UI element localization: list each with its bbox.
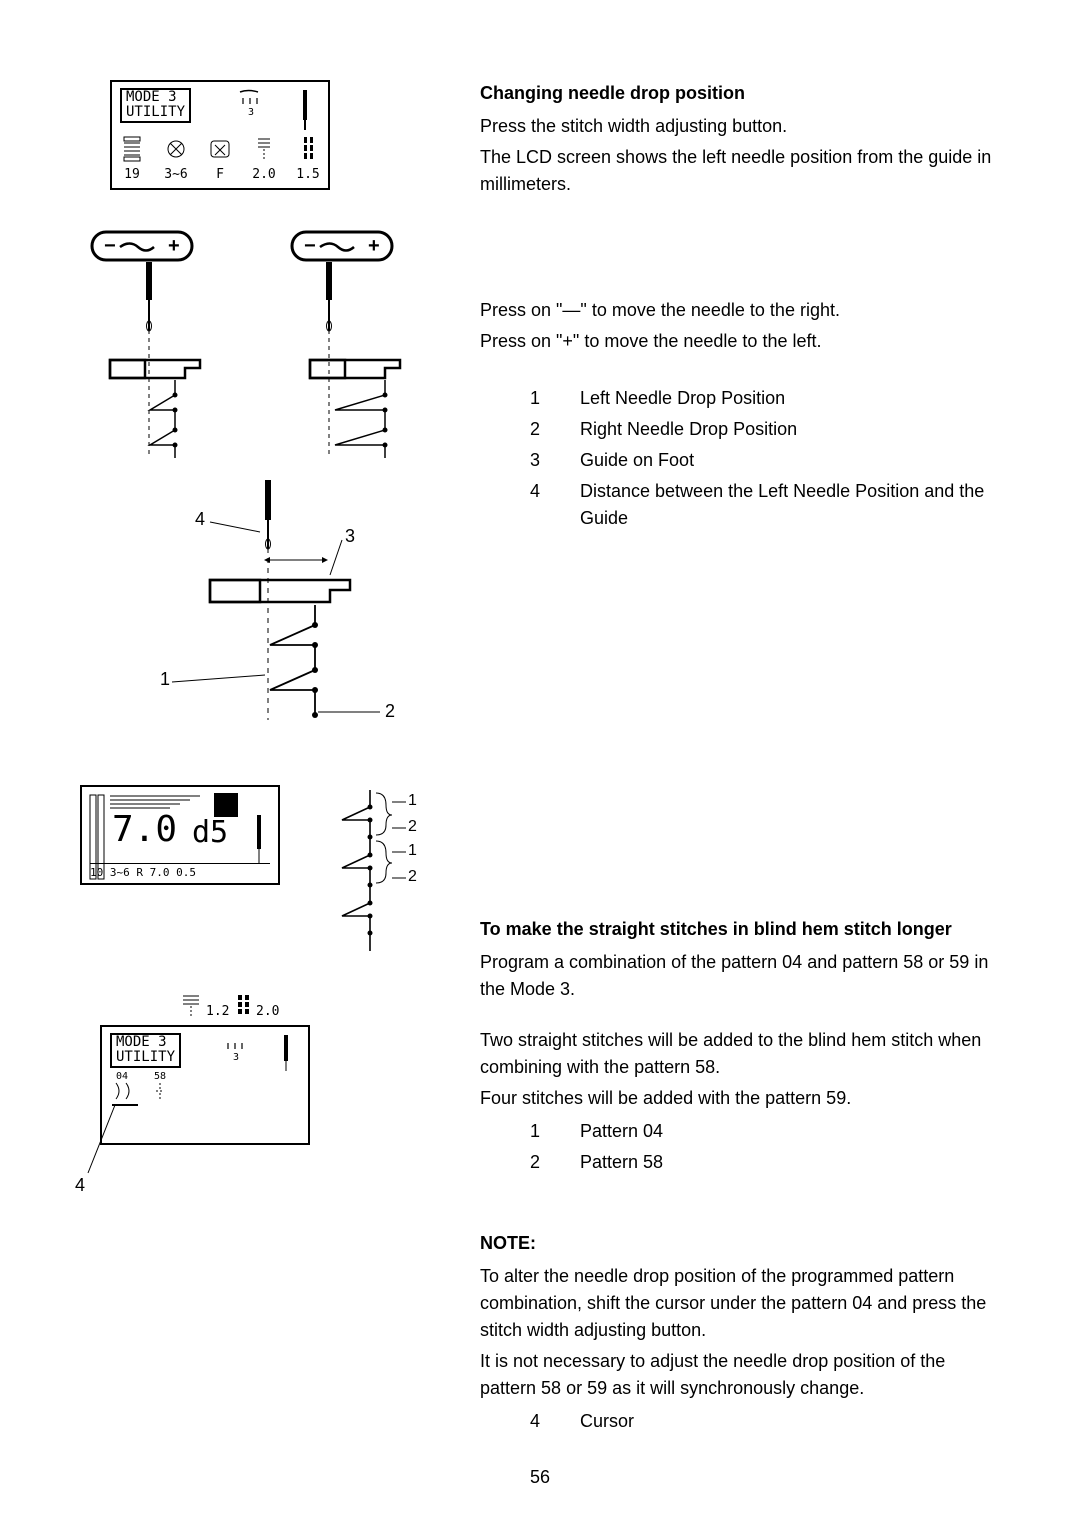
note-li1-text: Cursor [580,1408,1000,1435]
svg-text:−: − [104,235,116,257]
spool-icon [120,135,144,163]
foot-icon [208,135,232,163]
pattern58-icon [148,1081,174,1103]
cursor-label-4: 4 [75,1175,85,1196]
lcd-display-3: MODE 3 UTILITY 3 04 58 1.2 2.0 [100,1025,310,1145]
width-icon [252,135,276,163]
lcd3-mode-label: MODE 3 UTILITY [110,1033,181,1068]
lcd-v1: 19 [120,167,144,182]
lcd2-d5: d5 [192,815,228,850]
s2-li2-text: Pattern 58 [580,1149,1000,1176]
s1-li4-num: 4 [530,478,550,532]
s1-li3-text: Guide on Foot [580,447,1000,474]
stitch-pattern-diagram: 1 2 1 2 [330,785,430,965]
lcd3-width-icon [180,993,202,1019]
svg-text:3: 3 [233,1052,239,1063]
note-p2: It is not necessary to adjust the needle… [480,1348,1000,1402]
pattern04-icon [112,1081,138,1103]
lcd-mode-label: MODE 3 UTILITY [120,88,191,123]
lcd2-bottom-row: 10 3~6 R 7.0 0.5 [90,863,270,879]
lcd-bottom-row: 19 3~6 F 2.0 1.5 [120,135,320,182]
lcd-mode-line2: UTILITY [126,105,185,120]
s1-p3: Press on "—" to move the needle to the r… [480,297,1000,324]
labeled-needle-diagram: 4 3 1 2 [120,480,420,730]
s1-p2: The LCD screen shows the left needle pos… [480,144,1000,198]
lcd-v2: 3~6 [164,167,188,182]
s2-p3: Four stitches will be added with the pat… [480,1085,1000,1112]
svg-text:1: 1 [160,669,170,689]
note-li1-num: 4 [530,1408,550,1435]
lcd3-needle-bar-icon [282,1035,290,1071]
lcd-display-1: MODE 3 UTILITY 3 19 3~6 [110,80,330,190]
s1-list: 1 Left Needle Drop Position 2 Right Needle… [530,385,1000,532]
s2-li2-num: 2 [530,1149,550,1176]
lcd2-black-square [214,793,238,817]
page-number: 56 [530,1467,550,1488]
lcd-v5: 1.5 [296,167,320,182]
lcd3-mode-line2: UTILITY [116,1050,175,1065]
s1-p1: Press the stitch width adjusting button. [480,113,1000,140]
cursor-pointer-line [80,1103,120,1183]
s2-p1: Program a combination of the pattern 04 … [480,949,1000,1003]
heading-blind-hem: To make the straight stitches in blind h… [480,916,1000,943]
svg-text:4: 4 [195,509,205,529]
svg-text:1: 1 [408,842,417,859]
note-p1: To alter the needle drop position of the… [480,1263,1000,1344]
s2-p2: Two straight stitches will be added to t… [480,1027,1000,1081]
needle-diagram-minus: − + [90,230,250,460]
heading-changing-needle: Changing needle drop position [480,80,1000,107]
lcd2-needle-icon [254,815,264,863]
lcd3-length-icon [236,993,252,1019]
length-icon [296,135,320,163]
s1-p4: Press on "+" to move the needle to the l… [480,328,1000,355]
lcd-v3: F [208,167,232,182]
svg-text:2: 2 [385,701,395,721]
s1-li1-text: Left Needle Drop Position [580,385,1000,412]
needle-bar-icon [300,90,310,130]
lcd3-v2: 2.0 [256,1004,279,1019]
lcd3-mode-line1: MODE 3 [116,1035,175,1050]
s2-li1-text: Pattern 04 [580,1118,1000,1145]
lcd-display-2: 7.0 d5 10 3~6 R 7.0 0.5 [80,785,280,885]
tension-icon [164,135,188,163]
heading-note: NOTE: [480,1230,1000,1257]
lcd3-needle-icon: 3 [223,1033,253,1063]
s1-li1-num: 1 [530,385,550,412]
s1-li2-text: Right Needle Drop Position [580,416,1000,443]
s1-li3-num: 3 [530,447,550,474]
svg-text:+: + [368,235,380,257]
svg-text:1: 1 [408,792,417,809]
svg-text:+: + [168,235,180,257]
lcd2-value: 7.0 [112,809,177,850]
needle-icon: 3 [238,88,268,118]
s2-list: 1 Pattern 04 2 Pattern 58 [530,1118,1000,1176]
note-list: 4 Cursor [530,1408,1000,1435]
svg-text:−: − [304,235,316,257]
s1-li2-num: 2 [530,416,550,443]
s2-li1-num: 1 [530,1118,550,1145]
svg-text:2: 2 [408,818,417,835]
lcd-v4: 2.0 [252,167,276,182]
needle-diagram-plus: − + [290,230,450,460]
lcd3-v1: 1.2 [206,1004,229,1019]
svg-text:3: 3 [345,526,355,546]
svg-text:3: 3 [248,107,254,118]
lcd-mode-line1: MODE 3 [126,90,185,105]
s1-li4-text: Distance between the Left Needle Positio… [580,478,1000,532]
svg-text:2: 2 [408,868,417,885]
